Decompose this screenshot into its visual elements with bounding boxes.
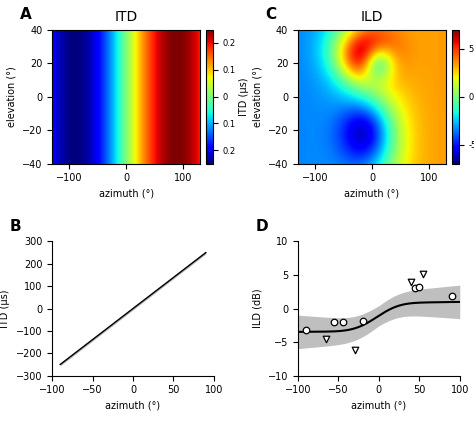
Y-axis label: elevation (°): elevation (°) — [6, 66, 17, 127]
Point — [302, 327, 310, 333]
Point — [448, 293, 456, 300]
Text: A: A — [19, 7, 31, 22]
Y-axis label: ITD (µs): ITD (µs) — [239, 77, 249, 116]
X-axis label: azimuth (°): azimuth (°) — [99, 189, 154, 199]
Title: ILD: ILD — [361, 10, 383, 24]
Point — [359, 317, 366, 324]
Y-axis label: elevation (°): elevation (°) — [252, 66, 262, 127]
X-axis label: azimuth (°): azimuth (°) — [351, 401, 407, 411]
Point — [322, 335, 330, 342]
Y-axis label: ITD (µs): ITD (µs) — [0, 289, 10, 328]
Text: D: D — [256, 219, 269, 234]
X-axis label: azimuth (°): azimuth (°) — [105, 401, 161, 411]
Point — [331, 319, 338, 325]
X-axis label: azimuth (°): azimuth (°) — [345, 189, 400, 199]
Text: C: C — [265, 7, 277, 22]
Text: B: B — [10, 219, 22, 234]
Point — [419, 270, 427, 277]
Y-axis label: ILD (dB): ILD (dB) — [252, 289, 263, 328]
Title: ITD: ITD — [114, 10, 137, 24]
Point — [416, 284, 423, 290]
Point — [339, 319, 346, 325]
Point — [351, 347, 358, 354]
Point — [411, 285, 419, 292]
Point — [408, 279, 415, 285]
